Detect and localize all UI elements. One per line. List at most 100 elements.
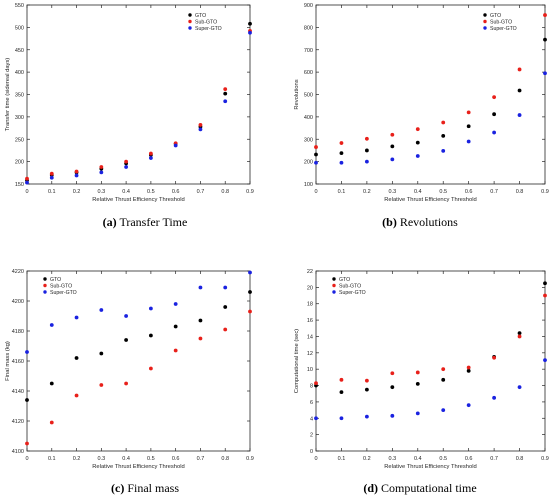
x-tick-label: 0.6 bbox=[172, 456, 180, 462]
data-point bbox=[314, 160, 318, 165]
x-tick-label: 0.7 bbox=[490, 456, 498, 462]
data-point bbox=[99, 383, 104, 387]
legend-marker bbox=[188, 13, 192, 17]
data-point bbox=[415, 140, 420, 145]
data-point bbox=[148, 366, 153, 371]
data-point bbox=[543, 358, 547, 363]
panel-final-mass: (c) Final mass 0 0.1 0.2 0.3 0.4 0.5 0.6 0.7 0.8… bbox=[5, 269, 254, 495]
data-point bbox=[314, 416, 318, 421]
y-tick-label: 400 bbox=[15, 70, 24, 76]
plot-frame bbox=[26, 270, 251, 452]
y-tick-label: 100 bbox=[304, 182, 313, 188]
data-point bbox=[390, 371, 395, 376]
legend-label: GTO bbox=[195, 13, 206, 19]
y-tick-label: 400 bbox=[304, 115, 313, 121]
data-point bbox=[25, 398, 29, 402]
y-tick-label: 600 bbox=[304, 70, 313, 76]
data-point bbox=[390, 144, 395, 149]
data-point bbox=[543, 71, 547, 76]
x-tick-label: 0.5 bbox=[439, 189, 447, 195]
x-tick-label: 0.6 bbox=[465, 456, 473, 462]
x-tick-label: 0.8 bbox=[221, 456, 229, 462]
x-tick-label: 0.9 bbox=[541, 456, 549, 462]
y-tick-label: 450 bbox=[15, 48, 24, 54]
x-tick-label: 0.1 bbox=[338, 456, 346, 462]
data-point bbox=[492, 355, 497, 360]
legend-marker bbox=[332, 277, 336, 281]
data-point bbox=[74, 356, 79, 360]
data-point bbox=[517, 385, 522, 390]
series-sub-gto bbox=[25, 309, 252, 446]
panel-computational-time: (d) Computational time 0 0.1 0.2 0.3 0.4 0.5 0… bbox=[294, 269, 549, 495]
x-axis-label: Relative Thrust Efficiency Threshold bbox=[92, 197, 184, 203]
series-sub-gto bbox=[314, 13, 547, 149]
data-point bbox=[339, 377, 344, 382]
y-tick-label: 16 bbox=[307, 318, 313, 324]
data-point bbox=[543, 293, 547, 298]
y-tick-label: 12 bbox=[307, 351, 313, 357]
x-tick-label: 0 bbox=[25, 189, 28, 195]
legend-label: GTO bbox=[50, 277, 61, 283]
x-tick-label: 0.8 bbox=[516, 456, 524, 462]
data-point bbox=[466, 139, 471, 144]
x-tick-label: 0.9 bbox=[246, 456, 254, 462]
data-point bbox=[415, 382, 420, 386]
axes: 0 0.1 0.2 0.3 0.4 0.5 0.6 0.7 0.8 0.9 100 200 300 400… bbox=[294, 3, 549, 203]
y-tick-label: 300 bbox=[304, 137, 313, 143]
legend-label: GTO bbox=[490, 13, 501, 19]
data-point bbox=[223, 99, 228, 104]
y-axis-label: Final mass (kg) bbox=[5, 341, 11, 381]
x-tick-label: 0.3 bbox=[98, 456, 106, 462]
data-point bbox=[339, 416, 344, 421]
data-point bbox=[339, 151, 344, 156]
x-tick-label: 0.7 bbox=[197, 456, 205, 462]
data-point bbox=[99, 351, 104, 356]
data-point bbox=[25, 176, 29, 181]
x-axis-label: Relative Thrust Efficiency Threshold bbox=[384, 464, 476, 470]
panel-revolutions: (b) Revolutions 0 0.1 0.2 0.3 0.4 0.5 0.6 0.7 0.… bbox=[294, 3, 549, 229]
x-tick-label: 0.5 bbox=[147, 456, 155, 462]
x-tick-label: 0.1 bbox=[48, 189, 56, 195]
data-point bbox=[492, 112, 497, 117]
data-point bbox=[99, 308, 104, 312]
legend-marker bbox=[43, 283, 47, 288]
data-point bbox=[492, 130, 497, 135]
data-point bbox=[390, 132, 395, 137]
data-point bbox=[466, 124, 471, 129]
data-point bbox=[223, 87, 228, 92]
data-point bbox=[248, 30, 252, 35]
data-point bbox=[148, 151, 153, 156]
data-point bbox=[517, 88, 522, 93]
x-tick-label: 0.3 bbox=[389, 189, 397, 195]
data-point bbox=[543, 281, 547, 286]
data-point bbox=[441, 377, 446, 382]
data-point bbox=[49, 175, 54, 180]
legend-marker bbox=[483, 13, 487, 17]
data-point bbox=[339, 390, 344, 394]
series-gto bbox=[314, 281, 547, 394]
data-point bbox=[248, 309, 252, 314]
data-point bbox=[314, 152, 318, 157]
y-tick-label: 4140 bbox=[12, 389, 24, 395]
y-tick-label: 0 bbox=[310, 449, 313, 455]
data-point bbox=[74, 315, 79, 320]
data-point bbox=[364, 378, 369, 383]
data-point bbox=[49, 171, 54, 176]
data-point bbox=[49, 381, 54, 386]
data-point bbox=[198, 127, 203, 132]
data-point bbox=[364, 148, 369, 153]
data-point bbox=[25, 441, 29, 446]
data-point bbox=[74, 173, 79, 178]
y-tick-label: 8 bbox=[310, 384, 313, 390]
y-tick-label: 20 bbox=[307, 285, 313, 291]
y-tick-label: 10 bbox=[307, 367, 313, 373]
legend-label: Sub-GTO bbox=[490, 19, 512, 25]
y-tick-label: 150 bbox=[15, 182, 24, 188]
x-tick-label: 0.9 bbox=[541, 189, 549, 195]
data-point bbox=[173, 302, 178, 306]
data-point bbox=[223, 91, 228, 96]
data-point bbox=[173, 324, 178, 329]
data-point bbox=[124, 165, 129, 169]
data-point bbox=[148, 156, 153, 160]
